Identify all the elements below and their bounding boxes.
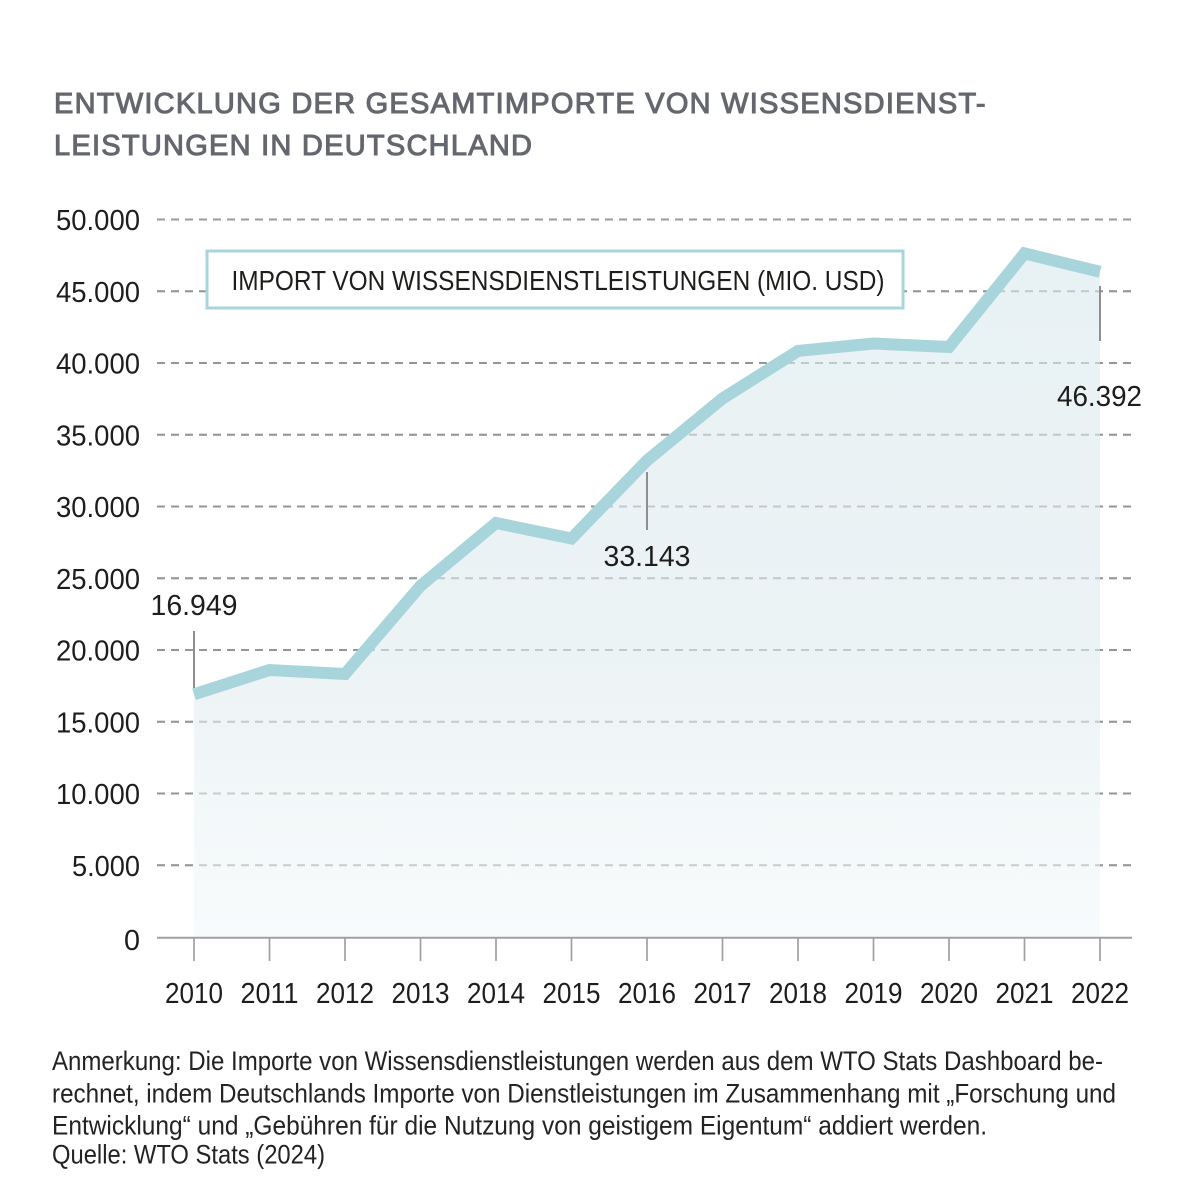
svg-text:Quelle: WTO Stats (2024): Quelle: WTO Stats (2024) (52, 1140, 325, 1170)
svg-text:2017: 2017 (694, 978, 752, 1010)
svg-text:Anmerkung: Die Importe von Wis: Anmerkung: Die Importe von Wissensdienst… (52, 1046, 1103, 1076)
svg-text:50.000: 50.000 (56, 205, 140, 237)
svg-text:2020: 2020 (920, 978, 978, 1010)
svg-text:16.949: 16.949 (151, 590, 238, 622)
svg-text:IMPORT VON WISSENSDIENSTLEISTU: IMPORT VON WISSENSDIENSTLEISTUNGEN (MIO.… (232, 265, 885, 296)
svg-text:20.000: 20.000 (56, 636, 140, 668)
svg-text:45.000: 45.000 (56, 277, 140, 309)
svg-text:2022: 2022 (1071, 978, 1129, 1010)
svg-text:0: 0 (124, 925, 140, 957)
svg-text:15.000: 15.000 (56, 707, 140, 739)
svg-text:10.000: 10.000 (56, 779, 140, 811)
svg-text:30.000: 30.000 (56, 492, 140, 524)
svg-text:2019: 2019 (845, 978, 903, 1010)
svg-text:33.143: 33.143 (604, 541, 691, 573)
svg-text:Entwicklung“ und „Gebühren für: Entwicklung“ und „Gebühren für die Nutzu… (52, 1111, 987, 1141)
svg-text:2015: 2015 (543, 978, 601, 1010)
svg-text:5.000: 5.000 (72, 851, 140, 883)
svg-text:35.000: 35.000 (56, 420, 140, 452)
svg-text:rechnet, indem Deutschlands Im: rechnet, indem Deutschlands Importe von … (52, 1079, 1116, 1109)
svg-text:2011: 2011 (241, 978, 299, 1010)
svg-text:2012: 2012 (316, 978, 374, 1010)
svg-text:2014: 2014 (467, 978, 525, 1010)
svg-text:2018: 2018 (769, 978, 827, 1010)
svg-text:2016: 2016 (618, 978, 676, 1010)
svg-text:2013: 2013 (392, 978, 450, 1010)
svg-text:2010: 2010 (165, 978, 223, 1010)
svg-text:25.000: 25.000 (56, 564, 140, 596)
svg-text:40.000: 40.000 (56, 349, 140, 381)
svg-text:2021: 2021 (996, 978, 1054, 1010)
svg-text:46.392: 46.392 (1057, 381, 1142, 413)
